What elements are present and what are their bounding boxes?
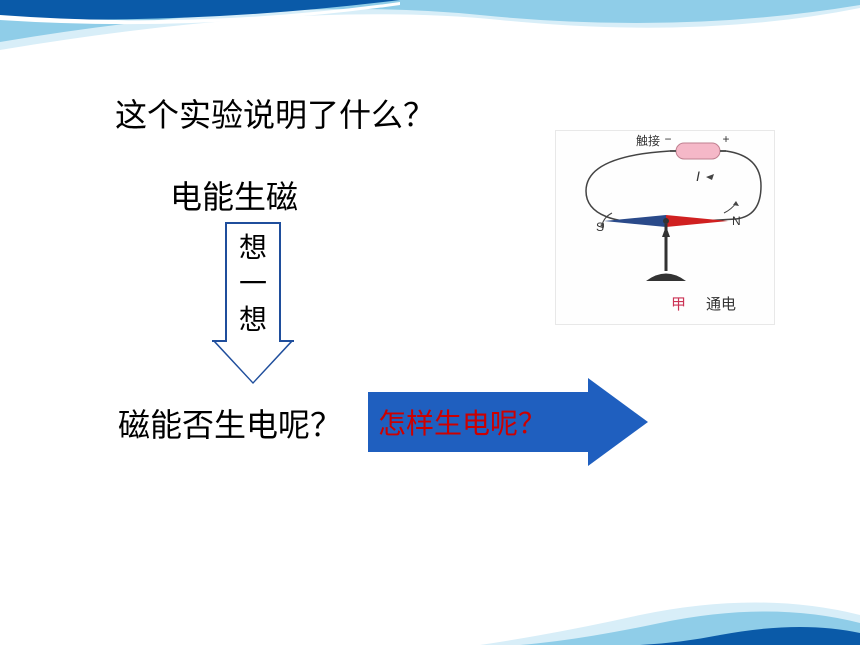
experiment-diagram: − + 触接 I S N 甲 通电 [555, 130, 775, 325]
slide-heading: 这个实验说明了什么？ [115, 90, 435, 136]
question-text: 磁能否生电呢？ [118, 400, 342, 446]
plus-label: + [722, 132, 729, 146]
n-label: N [732, 214, 741, 228]
stand-base [646, 274, 686, 282]
needle-south [604, 215, 666, 227]
mark-label: 甲 [671, 296, 686, 313]
how-arrow-text: 怎样生电呢？ [378, 402, 546, 442]
how-arrow: 怎样生电呢？ [368, 378, 654, 466]
top-wave-decoration [0, 0, 860, 80]
slide-subheading: 电能生磁 [170, 172, 298, 218]
cond-label: 通电 [706, 296, 736, 313]
touch-label: 触接 [636, 133, 660, 148]
think-line-1: 想 [227, 230, 279, 266]
think-line-2: 一 [227, 266, 279, 302]
needle-north [666, 215, 728, 227]
bottom-wave-decoration [0, 585, 860, 645]
minus-label: − [664, 132, 671, 146]
think-arrow: 想 一 想 [212, 222, 294, 382]
current-label: I [696, 168, 700, 184]
think-line-3: 想 [227, 302, 279, 338]
